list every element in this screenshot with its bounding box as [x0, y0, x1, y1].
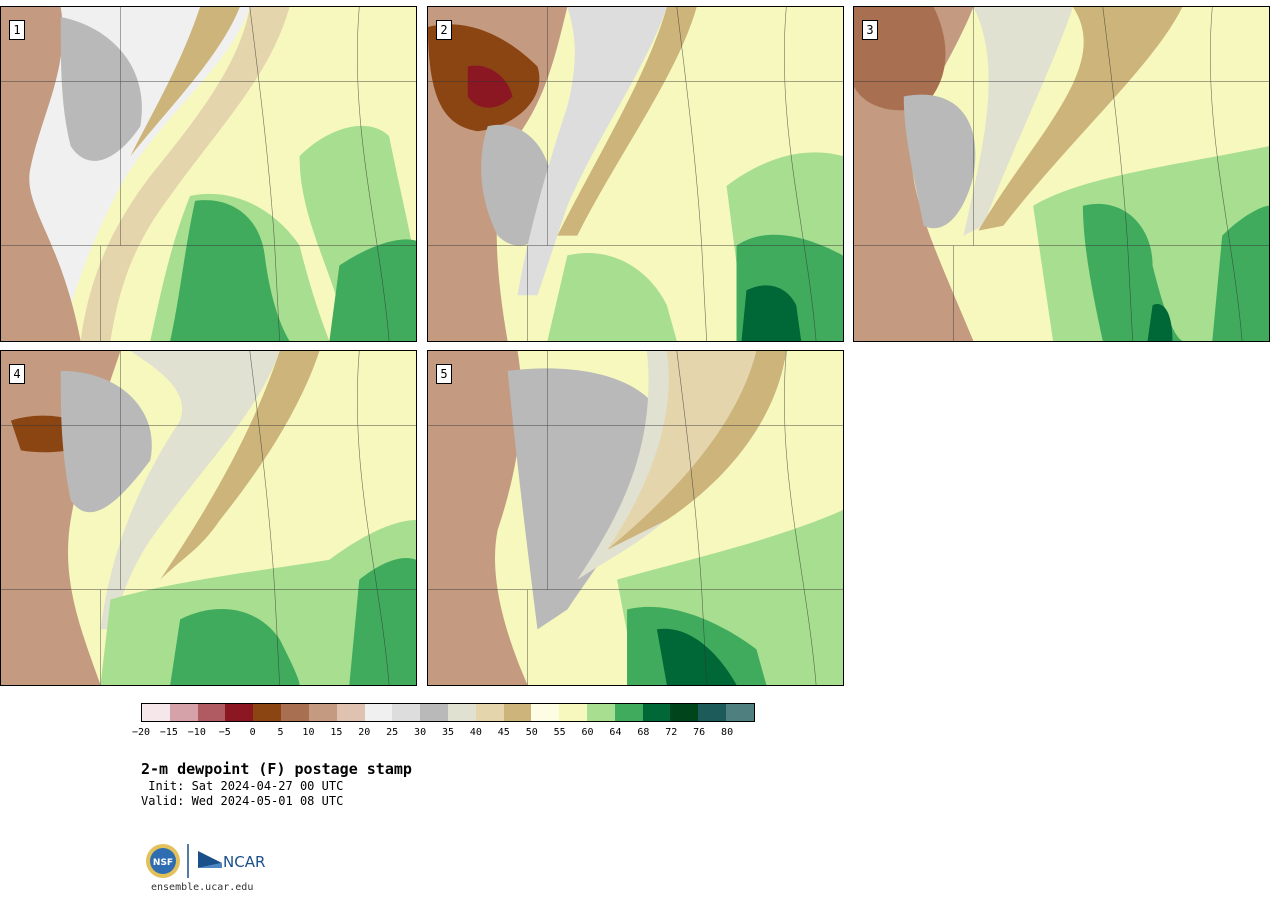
colorbar-swatch: [642, 704, 671, 721]
colorbar-swatch: [420, 704, 448, 721]
nsf-logo-text: NSF: [153, 858, 173, 868]
valid-time: Valid: Wed 2024-05-01 08 UTC: [141, 794, 344, 808]
dewpoint-region: [656, 628, 737, 685]
colorbar-swatch: [225, 704, 254, 721]
colorbar-swatch: [559, 704, 587, 721]
dewpoint-map-5: [428, 351, 843, 685]
sponsor-logos: NSF NCAR: [146, 844, 265, 878]
state-borders: [428, 351, 843, 685]
dewpoint-map-1: [1, 7, 416, 341]
ncar-logo-text: NCAR: [223, 853, 265, 871]
colorbar-tick-label: 45: [497, 727, 510, 738]
colorbar-tick-label: 60: [581, 727, 594, 738]
state-borders: [1, 7, 416, 341]
panel-number-1: 1: [9, 20, 25, 40]
figure-title: 2-m dewpoint (F) postage stamp: [141, 760, 412, 778]
panel-number-4: 4: [9, 364, 25, 384]
colorbar-tick-label: 30: [414, 727, 427, 738]
colorbar-swatch: [169, 704, 198, 721]
dewpoint-region: [517, 7, 667, 296]
dewpoint-region: [60, 370, 152, 513]
colorbar-tick-label: 80: [721, 727, 734, 738]
colorbar-tick-label: 64: [609, 727, 622, 738]
colorbar-swatch: [726, 704, 754, 721]
dewpoint-region: [80, 7, 290, 341]
state-borders: [854, 7, 1269, 341]
dewpoint-region: [428, 351, 528, 685]
colorbar-swatch: [253, 704, 282, 721]
dewpoint-region: [160, 351, 320, 580]
colorbar-swatch: [475, 704, 504, 721]
dewpoint-region: [547, 252, 677, 341]
dewpoint-region: [170, 200, 290, 341]
forecast-panel-1: 1: [0, 6, 417, 342]
colorbar-tick-label: 15: [330, 727, 343, 738]
forecast-panel-3: 3: [853, 6, 1270, 342]
colorbar-swatch: [447, 704, 476, 721]
colorbar-swatch: [698, 704, 727, 721]
colorbar-swatch: [364, 704, 393, 721]
colorbar-swatch: [614, 704, 643, 721]
colorbar-swatch: [281, 704, 309, 721]
forecast-panel-4: 4: [0, 350, 417, 686]
colorbar-swatch: [197, 704, 226, 721]
dewpoint-region: [1033, 146, 1269, 341]
dewpoint-region: [329, 239, 416, 341]
colorbar-ticks: −20 −15 −10 −5 0 5 10 15 20 25 30 35 40 45 50 55 60 64 68 7…: [132, 727, 755, 741]
colorbar-tick-label: 72: [665, 727, 678, 738]
dewpoint-region: [963, 7, 1073, 236]
dewpoint-region: [903, 94, 976, 229]
panel-number-3: 3: [862, 20, 878, 40]
colorbar-tick-label: 76: [693, 727, 706, 738]
colorbar-tick-label: 35: [441, 727, 455, 738]
dewpoint-region: [1, 7, 81, 341]
colorbar-tick-label: 0: [249, 727, 256, 738]
colorbar-tick-label: −15: [159, 727, 178, 738]
colorbar-tick-label: 40: [469, 727, 482, 738]
panel-number-2: 2: [436, 20, 452, 40]
colorbar-swatch: [308, 704, 337, 721]
dewpoint-map-2: [428, 7, 843, 341]
colorbar-tick-label: −5: [218, 727, 231, 738]
colorbar-tick-label: −10: [187, 727, 206, 738]
colorbar-tick-label: −20: [131, 727, 151, 738]
state-borders: [428, 7, 843, 341]
panel-number-5: 5: [436, 364, 452, 384]
ncar-logo-icon: NCAR: [198, 851, 265, 871]
dewpoint-map-4: [1, 351, 416, 685]
dewpoint-region: [60, 16, 142, 161]
colorbar-tick-label: 5: [277, 727, 284, 738]
colorbar-swatch: [336, 704, 365, 721]
dewpoint-map-3: [854, 7, 1269, 341]
colorbar-swatch: [142, 704, 170, 721]
dewpoint-region: [170, 609, 300, 685]
dewpoint-region: [467, 65, 513, 108]
state-borders: [1, 351, 416, 685]
dewpoint-region: [1212, 205, 1269, 341]
colorbar-tick-label: 68: [637, 727, 650, 738]
dewpoint-region: [557, 7, 697, 236]
colorbar-swatch: [670, 704, 699, 721]
dewpoint-region: [100, 351, 280, 630]
colorbar-swatch: [531, 704, 560, 721]
init-time: Init: Sat 2024-04-27 00 UTC: [141, 779, 344, 793]
site-url: ensemble.ucar.edu: [151, 882, 254, 893]
forecast-panel-2: 2: [427, 6, 844, 342]
dewpoint-region: [607, 351, 777, 550]
colorbar-tick-label: 50: [525, 727, 538, 738]
colorbar-swatch: [503, 704, 532, 721]
colorbar-tick-label: 25: [386, 727, 399, 738]
colorbar-tick-label: 20: [358, 727, 371, 738]
dewpoint-region: [978, 7, 1183, 231]
dewpoint-region: [1147, 303, 1173, 341]
forecast-panel-5: 5: [427, 350, 844, 686]
nsf-logo-icon: NSF: [146, 844, 180, 878]
colorbar-swatch: [392, 704, 421, 721]
dewpoint-region: [607, 351, 787, 550]
dewpoint-region: [741, 285, 802, 341]
colorbar-tick-label: 10: [302, 727, 315, 738]
colorbar: [141, 703, 755, 722]
colorbar-tick-label: 55: [553, 727, 566, 738]
colorbar-swatch: [587, 704, 615, 721]
